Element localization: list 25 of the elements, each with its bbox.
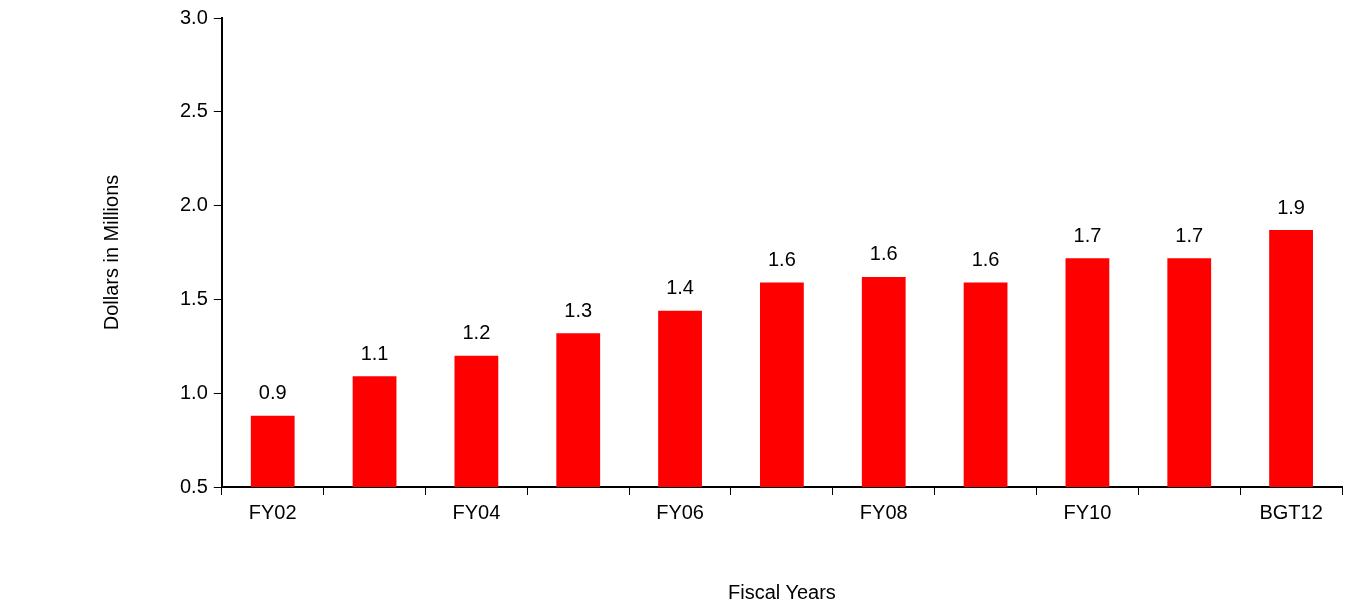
y-axis-title: Dollars in Millions bbox=[99, 174, 122, 331]
data-label: 1.1 bbox=[360, 341, 389, 364]
data-label: 1.3 bbox=[564, 298, 593, 321]
y-tick-label: 3.0 bbox=[179, 5, 208, 28]
x-tick-label: BGT12 bbox=[1259, 500, 1323, 523]
data-label: 1.6 bbox=[768, 248, 796, 271]
data-label: 1.2 bbox=[462, 321, 491, 344]
data-label: 1.4 bbox=[666, 276, 694, 299]
x-tick-label: FY02 bbox=[248, 500, 297, 523]
x-tick-label: FY10 bbox=[1063, 500, 1112, 523]
data-label: 0.9 bbox=[258, 381, 287, 404]
data-label: 1.7 bbox=[1175, 223, 1204, 246]
x-tick-label: FY06 bbox=[656, 500, 704, 523]
y-tick-label: 2.0 bbox=[179, 193, 208, 216]
y-tick-label: 0.5 bbox=[179, 474, 208, 497]
y-tick-label: 1.5 bbox=[179, 286, 208, 309]
data-label: 1.9 bbox=[1277, 195, 1305, 218]
y-tick-label: 2.5 bbox=[179, 99, 208, 122]
data-label: 1.7 bbox=[1073, 223, 1102, 246]
x-axis-title: Fiscal Years bbox=[727, 580, 836, 603]
x-tick-label: FY08 bbox=[859, 500, 908, 523]
data-label: 1.6 bbox=[869, 242, 898, 265]
x-tick-label: FY04 bbox=[452, 500, 501, 523]
data-label: 1.6 bbox=[971, 248, 1000, 271]
y-tick-label: 1.0 bbox=[179, 380, 208, 403]
